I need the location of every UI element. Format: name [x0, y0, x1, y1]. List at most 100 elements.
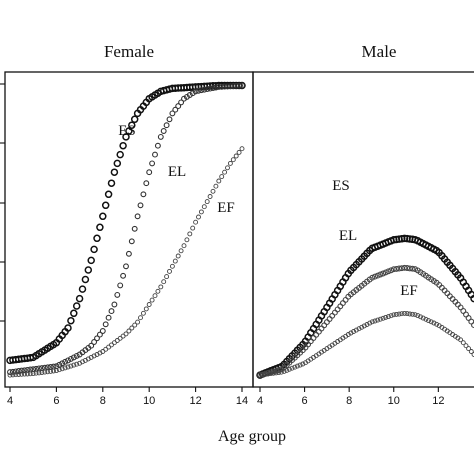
male-series-ef	[257, 310, 474, 378]
female-x-tick-label: 12	[189, 395, 201, 407]
female-ef-point	[146, 302, 152, 307]
female-el-point	[102, 321, 109, 328]
female-el-point	[166, 116, 173, 123]
male-el-point	[265, 369, 271, 376]
female-es-point	[75, 294, 84, 303]
female-ef-point	[149, 297, 155, 303]
female-ef-point	[155, 288, 161, 294]
male-ef-point	[353, 327, 359, 333]
female-es-point	[84, 266, 93, 274]
female-ef-point	[51, 368, 56, 374]
female-ef-point	[187, 231, 193, 237]
female-x-tick-label: 8	[100, 395, 106, 407]
panel-male-points: ES EL EF	[256, 178, 474, 379]
female-ef-point	[233, 153, 239, 159]
female-es-point	[107, 179, 116, 187]
female-ef-point	[13, 372, 19, 378]
female-ef-point	[22, 371, 27, 377]
female-el-point	[163, 122, 170, 129]
female-el-point	[15, 368, 22, 374]
panel-male-title: Male	[362, 42, 397, 61]
female-el-point	[192, 88, 199, 95]
female-ef-point	[7, 372, 13, 378]
female-ef-point	[56, 367, 62, 373]
female-es-point	[110, 168, 119, 176]
female-es-point	[90, 245, 98, 254]
male-ef-point	[364, 322, 370, 327]
panel-male-frame	[252, 71, 474, 388]
male-ef-point	[292, 364, 298, 370]
male-series-el	[257, 264, 474, 379]
male-el-point	[372, 273, 378, 280]
male-ef-point	[300, 361, 306, 367]
male-x-tick-label: 4	[257, 395, 263, 407]
female-ef-point	[190, 225, 196, 231]
male-ef-point	[377, 316, 383, 322]
female-es-point	[113, 159, 122, 168]
female-el-point	[125, 250, 132, 257]
female-ef-point	[213, 183, 219, 189]
male-series-label-el: EL	[339, 228, 357, 244]
panel-female: Female 4 6 8 10 12 14 ES EL EF	[4, 42, 254, 407]
female-ef-point	[216, 178, 222, 184]
male-x-tick-label: 10	[388, 395, 400, 407]
male-el-point	[388, 267, 395, 274]
male-ef-point	[297, 362, 303, 368]
male-ef-point	[396, 311, 402, 317]
female-el-point	[128, 238, 135, 245]
female-ef-point	[227, 160, 233, 166]
male-el-point	[377, 271, 384, 278]
female-el-point	[236, 82, 243, 89]
female-ef-point	[230, 157, 236, 163]
male-ef-point	[426, 318, 431, 324]
female-series-label-el: EL	[168, 164, 186, 180]
female-ef-point	[53, 368, 59, 374]
male-ef-point	[393, 311, 399, 317]
female-ef-point	[161, 279, 167, 285]
female-el-point	[230, 83, 237, 89]
female-el-point	[218, 83, 225, 90]
female-el-point	[233, 82, 240, 89]
female-ef-point	[62, 365, 68, 371]
female-ef-point	[143, 306, 149, 312]
male-series-label-es: ES	[332, 178, 350, 194]
female-ef-point	[138, 315, 143, 321]
female-el-point	[195, 87, 202, 94]
female-es-point	[70, 309, 78, 318]
male-el-point	[329, 312, 336, 319]
female-ef-point	[129, 325, 135, 331]
male-el-point	[465, 315, 472, 321]
male-ef-point	[434, 321, 440, 327]
female-x-tick-label: 14	[236, 395, 248, 407]
female-x-tick-label: 10	[143, 395, 155, 407]
male-ef-point	[431, 320, 437, 326]
female-ef-point	[33, 370, 39, 376]
male-el-point	[339, 300, 346, 307]
female-ef-point	[48, 368, 54, 374]
female-el-point	[114, 291, 121, 298]
female-el-point	[108, 308, 115, 315]
female-ef-point	[178, 248, 184, 254]
male-es-point	[470, 294, 474, 303]
female-el-point	[134, 213, 141, 220]
female-es-point	[125, 127, 133, 135]
female-ef-point	[42, 369, 48, 375]
male-ef-point	[372, 318, 378, 324]
female-el-point	[221, 83, 228, 90]
female-el-point	[160, 128, 167, 134]
female-el-point	[149, 160, 156, 167]
female-el-point	[157, 133, 164, 140]
male-el-point	[337, 303, 344, 310]
male-ef-point	[257, 372, 263, 378]
male-el-point	[323, 319, 330, 326]
female-el-point	[67, 355, 74, 362]
male-el-point	[321, 322, 328, 329]
panel-female-points: ES EL EF	[6, 81, 246, 378]
male-ef-point	[391, 312, 397, 318]
female-es-point	[119, 141, 127, 150]
male-x-tick-label: 12	[432, 395, 444, 407]
female-el-point	[120, 272, 127, 279]
female-es-point	[128, 121, 136, 129]
male-ef-point	[407, 311, 413, 317]
male-x-tick-label: 6	[302, 395, 308, 407]
